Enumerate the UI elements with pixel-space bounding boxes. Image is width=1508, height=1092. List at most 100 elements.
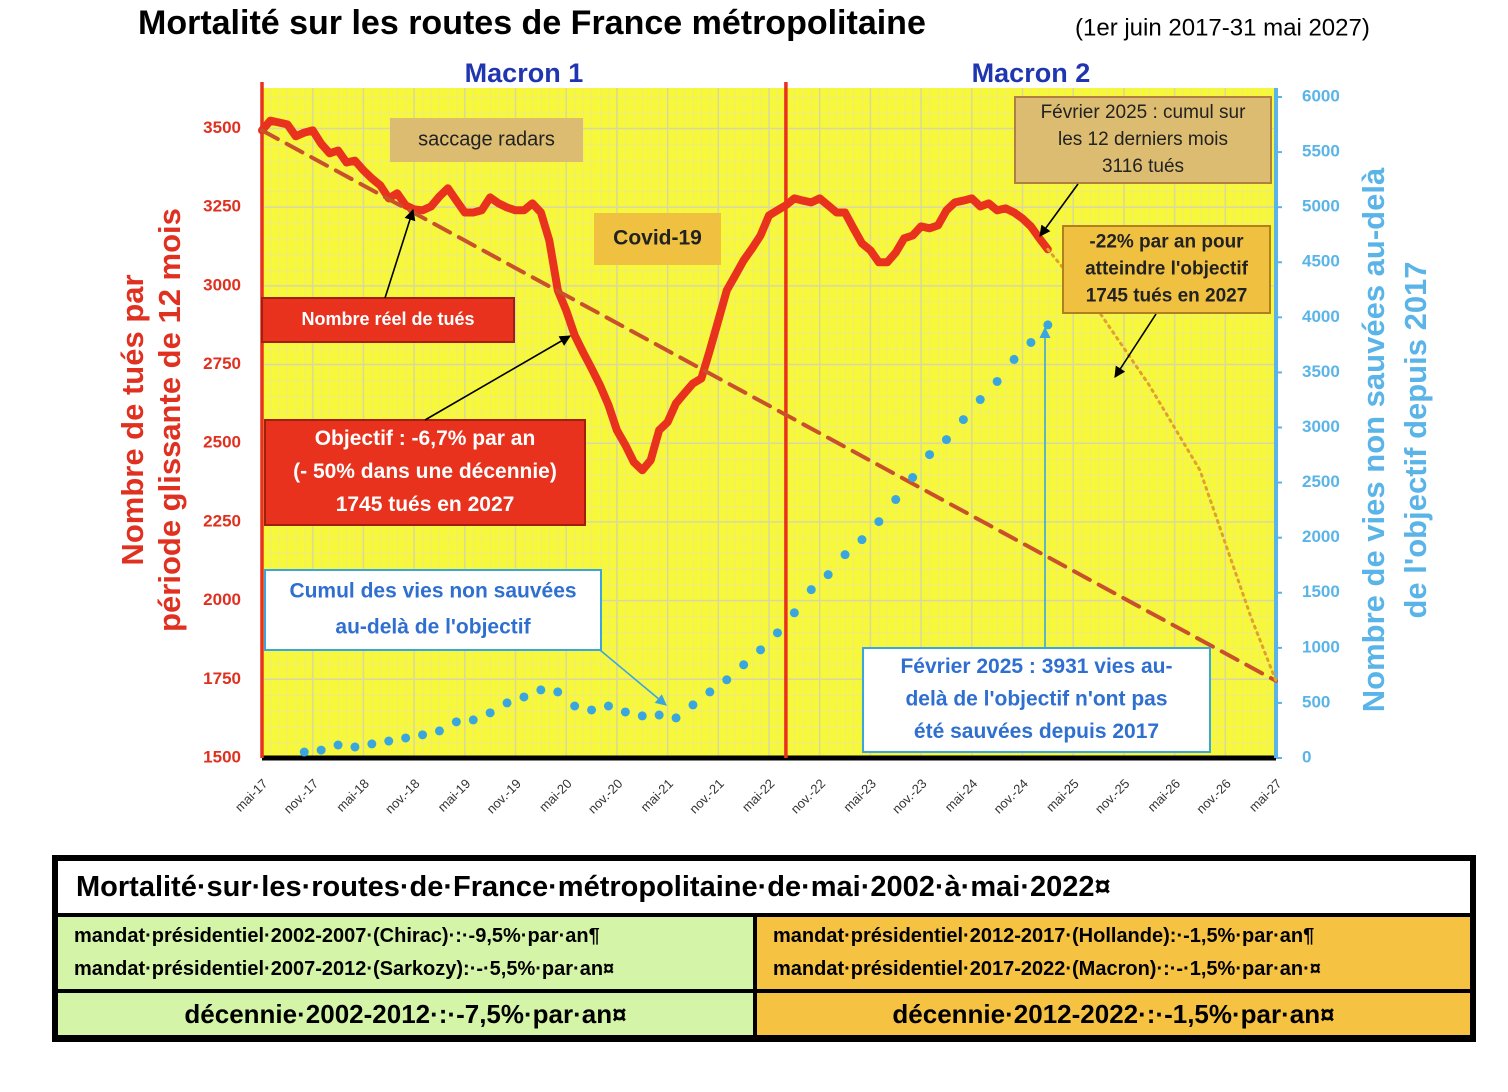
- table-cell: décennie·2002-2012·:·-7,5%·par·an¤: [58, 993, 753, 1035]
- data-dot: [874, 517, 884, 527]
- y2-tick-label: 4000: [1302, 307, 1340, 326]
- annotation-text: 1745 tués en 2027: [336, 493, 515, 516]
- data-dot: [806, 585, 816, 595]
- cell-text: décennie·2002-2012·:·-7,5%·par·an¤: [184, 999, 627, 1029]
- data-dot: [570, 701, 580, 711]
- annotation-box: [264, 569, 602, 651]
- data-dot: [502, 698, 512, 708]
- data-dot: [1009, 354, 1019, 364]
- y-tick-label: 2750: [203, 354, 241, 373]
- y-tick-label: 2000: [203, 590, 241, 609]
- arrow: [384, 208, 416, 299]
- cell-text: mandat·présidentiel·2002-2007·(Chirac)·:…: [74, 925, 600, 947]
- table-title: Mortalité·sur·les·routes·de·France·métro…: [58, 861, 1470, 913]
- annotation-text: Nombre réel de tués: [301, 309, 474, 329]
- arrows: [384, 183, 1157, 706]
- data-dot: [316, 745, 326, 755]
- x-tick-label: mai-19: [435, 776, 474, 815]
- cell-text: Mortalité·sur·les·routes·de·France·métro…: [76, 871, 1111, 903]
- cell-text: mandat·présidentiel·2017-2022·(Macron)·:…: [773, 958, 1321, 980]
- y-tick-label: 3500: [203, 118, 241, 137]
- annotation-box: [261, 297, 515, 343]
- y2-tick-label: 1000: [1302, 637, 1340, 656]
- data-dot: [975, 395, 985, 405]
- annotation-box: [1014, 96, 1272, 184]
- data-dot: [857, 535, 867, 545]
- data-line: [258, 116, 1052, 475]
- data-line: [1046, 247, 1278, 683]
- annotation-text: -22% par an pour: [1089, 231, 1244, 252]
- data-dot: [671, 713, 681, 723]
- annotation-text: été sauvées depuis 2017: [914, 720, 1159, 743]
- y-tick-label: 3000: [203, 275, 241, 294]
- y-tick-label: 2500: [203, 433, 241, 452]
- y-tick-label: 1500: [203, 747, 241, 766]
- cell-text: décennie·2012-2022·:·-1,5%·par·an¤: [892, 999, 1335, 1029]
- annotation-box: [1062, 225, 1271, 314]
- x-tick-label: mai-17: [232, 776, 271, 815]
- data-dot: [705, 687, 715, 697]
- annotation-box: [390, 118, 583, 162]
- data-dot: [908, 473, 918, 483]
- data-dot: [418, 730, 428, 740]
- data-dot: [350, 742, 360, 752]
- chart-title: Mortalité sur les routes de France métro…: [138, 4, 926, 42]
- cell-text: mandat·présidentiel·2007-2012·(Sarkozy):…: [74, 958, 615, 980]
- y2-tick-label: 3000: [1302, 417, 1340, 436]
- x-tick-label: mai-24: [942, 776, 981, 815]
- y2-axis-title: de l'objectif depuis 2017: [1398, 261, 1433, 618]
- annotation-text: les 12 derniers mois: [1058, 129, 1228, 150]
- annotation-text: atteindre l'objectif: [1085, 259, 1249, 280]
- x-tick-label: mai-18: [333, 776, 372, 815]
- y-tick-label: 2250: [203, 511, 241, 530]
- data-dot: [739, 660, 749, 670]
- data-dot: [333, 740, 343, 750]
- data-dot: [840, 550, 850, 560]
- data-dot: [587, 705, 597, 715]
- x-tick-label: mai-22: [739, 776, 778, 815]
- data-dot: [620, 707, 630, 717]
- data-dot: [789, 608, 799, 618]
- annotation-text: delà de l'objectif n'ont pas: [905, 688, 1167, 711]
- x-tick-label: nov.-17: [281, 776, 322, 817]
- cell-text: mandat·présidentiel·2012-2017·(Hollande)…: [773, 925, 1315, 947]
- data-dot: [958, 415, 968, 425]
- x-tick-label: mai-25: [1043, 776, 1082, 815]
- chart-subtitle: (1er juin 2017-31 mai 2027): [1075, 14, 1370, 41]
- data-dot: [772, 628, 782, 638]
- data-dot: [451, 717, 461, 727]
- annotation-text: Cumul des vies non sauvées: [289, 579, 576, 602]
- data-dot: [925, 450, 935, 460]
- data-dot: [992, 376, 1002, 386]
- data-dot: [1026, 337, 1036, 347]
- y2-tick-label: 5000: [1302, 197, 1340, 216]
- y2-tick-label: 4500: [1302, 252, 1340, 271]
- data-dot: [688, 700, 698, 710]
- y2-tick-label: 1500: [1302, 582, 1340, 601]
- annotation-text: Février 2025 : 3931 vies au-: [900, 655, 1172, 678]
- data-dot: [891, 495, 901, 505]
- arrow: [1039, 183, 1079, 237]
- y2-tick-label: 500: [1302, 692, 1330, 711]
- data-dot: [553, 687, 563, 697]
- arrow: [424, 335, 571, 421]
- annotation-text: (- 50% dans une décennie): [293, 460, 557, 483]
- x-tick-label: nov.-22: [788, 776, 829, 817]
- x-tick-label: nov.-25: [1092, 776, 1133, 817]
- data-dot: [519, 692, 529, 702]
- data-dot: [722, 675, 732, 685]
- term-label: Macron 1: [465, 58, 584, 88]
- annotation-text: Objectif : -6,7% par an: [315, 427, 536, 450]
- chart: Mortalité sur les routes de France métro…: [115, 4, 1433, 817]
- y2-tick-label: 3500: [1302, 362, 1340, 381]
- data-dot: [367, 739, 377, 749]
- y2-tick-label: 2500: [1302, 472, 1340, 491]
- annotation-box: [862, 647, 1211, 753]
- table-cell: mandat·présidentiel·2012-2017·(Hollande)…: [757, 917, 1470, 989]
- x-tick-label: nov.-19: [483, 776, 524, 817]
- data-dot: [603, 701, 613, 711]
- data-dot: [637, 711, 647, 721]
- annotation-text: Covid-19: [613, 227, 702, 250]
- data-dot: [941, 435, 951, 445]
